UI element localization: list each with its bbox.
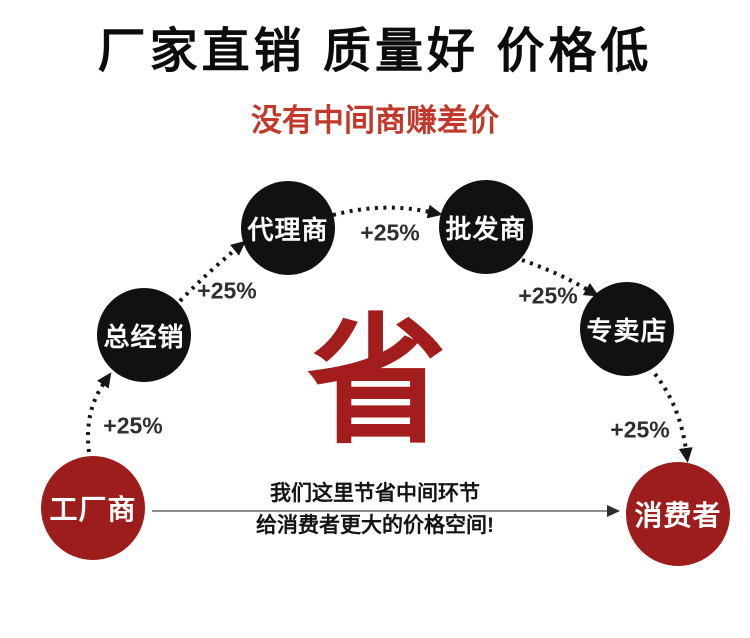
markup-percent-label-4: +25% (518, 282, 578, 309)
save-character: 省 (306, 303, 448, 460)
page-subtitle: 没有中间商赚差价 (251, 103, 499, 138)
bottom-note-line2: 给消费者更大的价格空间! (256, 514, 494, 537)
node-wholesaler-label: 批发商 (445, 213, 527, 244)
node-factory: 工厂商 (41, 456, 145, 560)
markup-percent-label-2: +25% (197, 277, 257, 304)
node-exclusive-shop: 专卖店 (580, 282, 674, 376)
node-general-distributor: 总经销 (97, 288, 191, 382)
node-agent: 代理商 (241, 181, 335, 275)
dotted-arrow-factory-to-general (86, 372, 112, 453)
markup-percent-label-1: +25% (103, 412, 163, 439)
node-general-distributor-label: 总经销 (103, 321, 185, 352)
markup-percent-label-3: +25% (360, 219, 420, 246)
dotted-arrow-general-to-agent (178, 240, 247, 303)
dotted-arrow-wholesaler-to-shop (521, 258, 600, 297)
bottom-note-line1: 我们这里节省中间环节 (270, 482, 480, 505)
node-factory-label: 工厂商 (49, 494, 137, 525)
node-consumer: 消费者 (626, 462, 730, 566)
dotted-arrow-agent-to-wholesaler (332, 204, 443, 219)
node-consumer-label: 消费者 (634, 500, 722, 531)
page-title: 厂家直销 质量好 价格低 (97, 25, 653, 78)
node-wholesaler: 批发商 (439, 180, 533, 274)
node-agent-label: 代理商 (247, 214, 329, 245)
markup-percent-label-5: +25% (610, 416, 670, 443)
node-exclusive-shop-label: 专卖店 (586, 315, 668, 346)
